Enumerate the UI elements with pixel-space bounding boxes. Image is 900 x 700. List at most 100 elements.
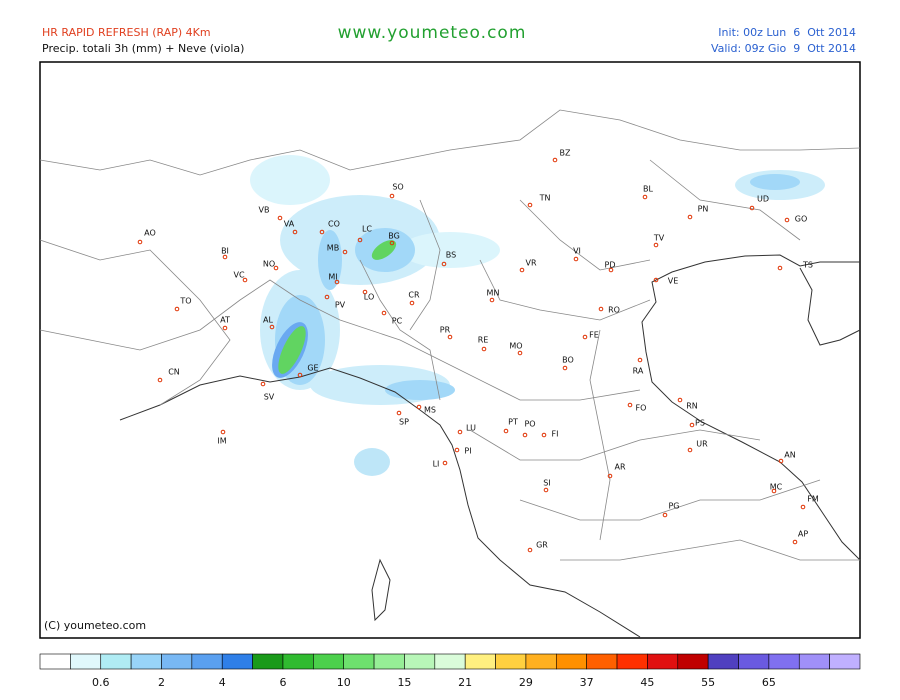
legend-swatch [70, 653, 102, 670]
legend-label: 10 [337, 676, 351, 689]
city-label: MS [424, 406, 436, 415]
city-label: PV [335, 301, 346, 310]
city-label: RE [478, 336, 489, 345]
legend-swatch [373, 653, 405, 670]
city-label: NO [263, 260, 275, 269]
legend-swatch [313, 653, 345, 670]
city-marker [157, 377, 163, 383]
legend-label: 65 [762, 676, 776, 689]
legend-swatch [495, 653, 527, 670]
city-layer: BZ TN BL PN UD GO TS AO VB VA CO LC SO BG MB BS TV VI VR PD… [137, 149, 819, 553]
city-marker [562, 365, 568, 371]
map-frame [39, 61, 861, 639]
city-marker [771, 488, 777, 494]
city-label: BL [643, 185, 653, 194]
city-label: CO [328, 220, 340, 229]
city-marker [292, 229, 298, 235]
legend-swatch [434, 653, 466, 670]
legend-label: 2 [158, 676, 165, 689]
city-marker [519, 267, 525, 273]
city-marker [273, 265, 279, 271]
legend-swatch [586, 653, 618, 670]
legend-label: 15 [397, 676, 411, 689]
legend-swatch [464, 653, 496, 670]
legend-swatch [707, 653, 739, 670]
city-marker [409, 300, 415, 306]
city-marker [389, 193, 395, 199]
city-label: BS [446, 251, 456, 260]
legend-swatch [829, 653, 861, 670]
legend-swatch [100, 653, 132, 670]
city-label: LC [362, 225, 372, 234]
product-title: Precip. totali 3h (mm) + Neve (viola) [42, 42, 244, 55]
legend-label: 6 [279, 676, 286, 689]
legend-label: 0.6 [92, 676, 110, 689]
city-marker [381, 310, 387, 316]
city-label: UR [696, 440, 708, 449]
city-marker [552, 157, 558, 163]
city-label: RN [686, 402, 698, 411]
city-label: TS [802, 261, 813, 270]
city-marker [389, 240, 395, 246]
city-label: VB [259, 206, 270, 215]
city-label: PI [464, 447, 471, 456]
legend-swatch [191, 653, 223, 670]
legend-swatch [738, 653, 770, 670]
city-label: CR [408, 291, 420, 300]
city-marker [222, 254, 228, 260]
legend-swatch [39, 653, 71, 670]
legend-label: 37 [580, 676, 594, 689]
city-label: VC [233, 271, 244, 280]
city-marker [174, 306, 180, 312]
city-marker [362, 289, 368, 295]
legend-swatch [130, 653, 162, 670]
city-label: LI [433, 460, 440, 469]
city-marker [447, 334, 453, 340]
legend-swatch [677, 653, 709, 670]
precip-field [250, 155, 825, 476]
legend-swatch [404, 653, 436, 670]
color-legend: 0.6 2 4 6 10 15 21 29 37 45 55 65 [39, 653, 861, 689]
city-marker [749, 205, 755, 211]
city-label: VI [573, 247, 581, 256]
city-marker [627, 402, 633, 408]
legend-label: 21 [458, 676, 472, 689]
city-label: BG [388, 232, 400, 241]
city-label: PG [668, 502, 679, 511]
site-name: www.youmeteo.com [338, 23, 527, 43]
city-label: MB [327, 244, 339, 253]
city-label: AO [144, 229, 156, 238]
city-marker [517, 350, 523, 356]
city-label: MN [487, 289, 500, 298]
city-marker [396, 410, 402, 416]
city-label: CN [168, 368, 180, 377]
city-label: PD [605, 261, 616, 270]
city-label: MO [509, 342, 522, 351]
city-label: TN [539, 194, 551, 203]
city-marker [608, 267, 614, 273]
city-label: GO [795, 215, 808, 224]
city-label: FO [636, 404, 647, 413]
city-marker [677, 397, 683, 403]
city-label: PO [524, 420, 535, 429]
legend-label: 29 [519, 676, 533, 689]
city-label: VR [525, 259, 536, 268]
city-label: PN [698, 205, 709, 214]
legend-swatch [161, 653, 193, 670]
city-label: UD [757, 195, 769, 204]
city-label: SV [264, 393, 275, 402]
city-label: AN [784, 451, 795, 460]
city-label: FI [552, 430, 559, 439]
legend-swatch [221, 653, 253, 670]
city-marker [689, 422, 695, 428]
city-marker [319, 229, 325, 235]
city-marker [260, 381, 266, 387]
city-marker [222, 325, 228, 331]
city-marker [137, 239, 143, 245]
city-marker [653, 242, 659, 248]
city-marker [642, 194, 648, 200]
city-marker [527, 547, 533, 553]
map: BZ TN BL PN UD GO TS AO VB VA CO LC SO BG MB BS TV VI VR PD… [39, 61, 861, 639]
city-label: AL [263, 316, 273, 325]
